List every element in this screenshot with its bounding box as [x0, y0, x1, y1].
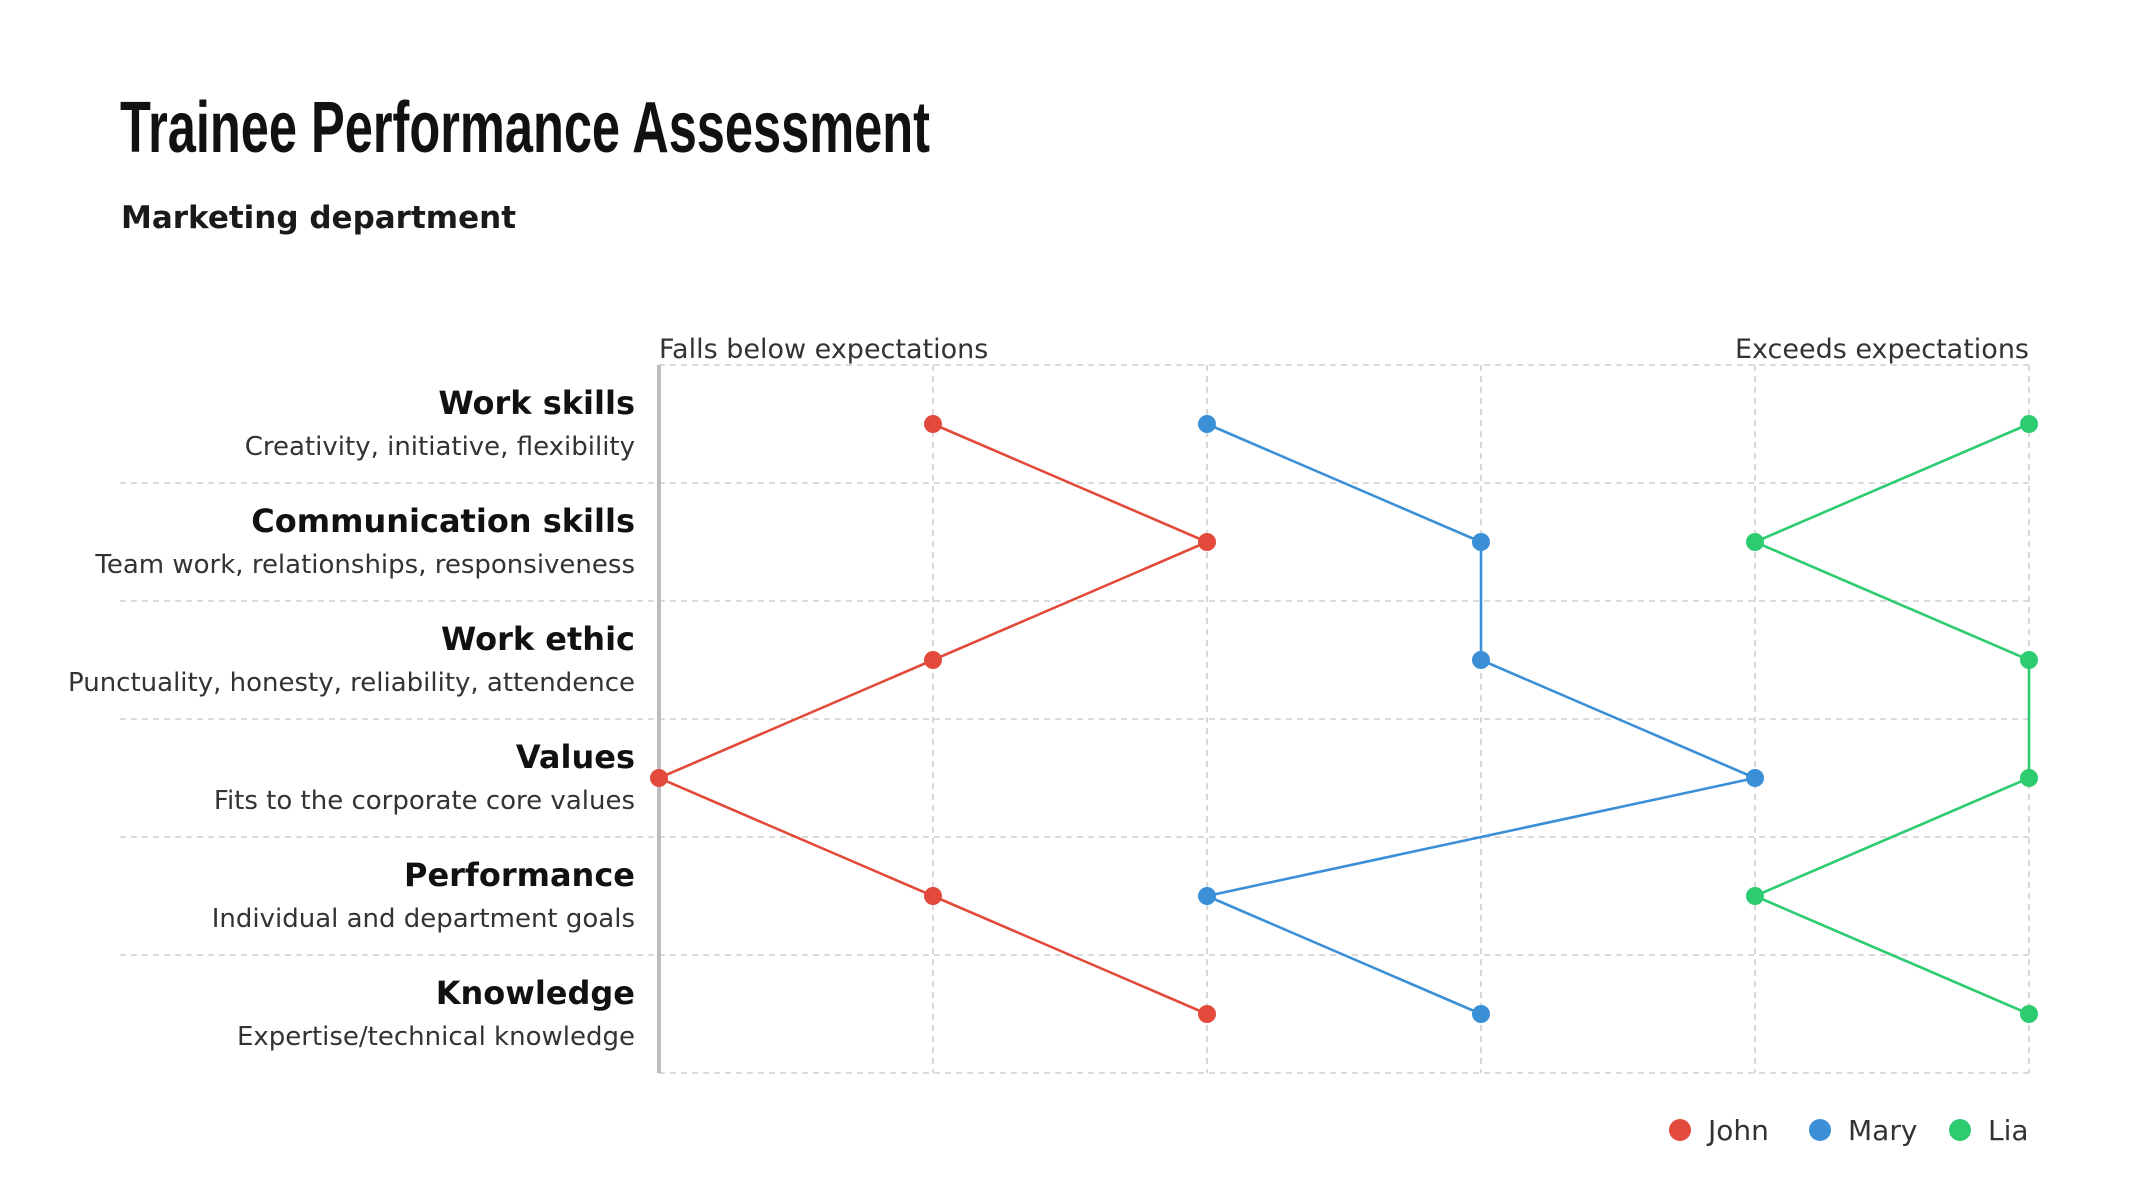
series-line-lia — [1751, 422, 2031, 1016]
category-description: Fits to the corporate core values — [214, 786, 635, 816]
legend: John Mary Lia — [1669, 1114, 2029, 1147]
page-subtitle: Marketing department — [121, 200, 516, 236]
data-point-john — [1198, 1005, 1216, 1023]
data-point-lia — [2020, 1005, 2038, 1023]
legend-swatch-john — [1669, 1119, 1691, 1141]
data-point-lia — [2020, 415, 2038, 433]
series-line-mary — [1202, 422, 1760, 1016]
category-label: Work ethic — [441, 620, 635, 658]
data-point-mary — [1472, 533, 1490, 551]
series-line-john — [655, 422, 1211, 1016]
category-description: Individual and department goals — [212, 904, 635, 934]
legend-label: John — [1706, 1114, 1769, 1147]
scale-max-label: Exceeds expectations — [1735, 334, 2029, 365]
chart-grid — [120, 364, 2030, 1074]
legend-swatch-lia — [1949, 1119, 1971, 1141]
legend-swatch-mary — [1809, 1119, 1831, 1141]
data-point-mary — [1472, 651, 1490, 669]
data-point-mary — [1746, 769, 1764, 787]
category-label: Values — [516, 738, 635, 776]
data-point-lia — [2020, 769, 2038, 787]
data-point-john — [924, 887, 942, 905]
category-label: Performance — [404, 856, 635, 894]
data-point-mary — [1198, 415, 1216, 433]
legend-label: Lia — [1988, 1114, 2029, 1147]
series-lines — [655, 422, 2031, 1016]
category-label: Knowledge — [436, 974, 635, 1012]
category-description: Expertise/technical knowledge — [237, 1022, 635, 1052]
category-description: Punctuality, honesty, reliability, atten… — [68, 668, 635, 698]
scale-labels: Falls below expectations Exceeds expecta… — [659, 334, 2029, 365]
data-point-john — [924, 651, 942, 669]
page-title: Trainee Performance Assessment — [120, 88, 930, 168]
series-points — [650, 415, 2038, 1023]
category-label: Work skills — [438, 384, 635, 422]
data-point-lia — [1746, 533, 1764, 551]
data-point-john — [650, 769, 668, 787]
data-point-john — [924, 415, 942, 433]
data-point-mary — [1472, 1005, 1490, 1023]
legend-label: Mary — [1848, 1114, 1917, 1147]
data-point-john — [1198, 533, 1216, 551]
category-description: Team work, relationships, responsiveness — [94, 550, 635, 580]
data-point-lia — [1746, 887, 1764, 905]
category-description: Creativity, initiative, flexibility — [245, 432, 635, 462]
data-point-mary — [1198, 887, 1216, 905]
category-labels: Work skills Creativity, initiative, flexi… — [68, 384, 635, 1052]
category-label: Communication skills — [251, 502, 635, 540]
scale-min-label: Falls below expectations — [659, 334, 988, 365]
data-point-lia — [2020, 651, 2038, 669]
